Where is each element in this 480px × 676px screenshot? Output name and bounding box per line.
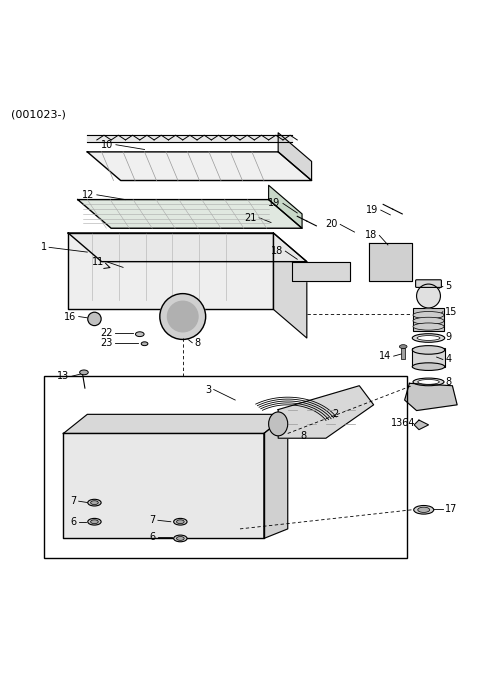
Text: 21: 21 [244,213,257,222]
Ellipse shape [417,335,440,341]
Polygon shape [414,420,429,430]
Text: 6: 6 [70,516,76,527]
Text: 6: 6 [149,533,156,542]
Circle shape [160,293,205,339]
Ellipse shape [135,332,144,337]
Polygon shape [63,433,264,538]
Text: 22: 22 [100,329,113,338]
Ellipse shape [413,323,444,330]
Polygon shape [369,243,412,281]
Text: 13: 13 [58,371,70,381]
Ellipse shape [269,412,288,436]
Text: 23: 23 [100,338,113,347]
Bar [412,349,445,366]
Polygon shape [405,383,457,410]
Text: 2: 2 [332,410,338,419]
Polygon shape [278,386,373,438]
Text: 11: 11 [92,257,104,266]
Text: 19: 19 [268,199,281,208]
Ellipse shape [80,370,88,375]
Text: 9: 9 [445,332,451,342]
Bar [44,376,407,558]
FancyBboxPatch shape [416,280,442,287]
Ellipse shape [418,507,430,512]
Bar [401,347,405,360]
Ellipse shape [412,334,445,342]
Text: 8: 8 [195,338,201,347]
Text: 18: 18 [365,231,377,241]
Polygon shape [87,135,292,143]
Text: (001023-): (001023-) [11,110,66,120]
Text: 7: 7 [70,496,76,506]
Circle shape [88,312,101,326]
Bar [413,308,444,331]
Circle shape [168,301,198,332]
Polygon shape [68,233,274,310]
Ellipse shape [91,501,98,504]
Ellipse shape [88,500,101,506]
Polygon shape [63,414,288,433]
Text: 17: 17 [445,504,457,514]
Text: 8: 8 [445,377,451,387]
Text: 19: 19 [366,205,378,215]
Polygon shape [78,199,302,228]
Ellipse shape [177,520,184,524]
Text: 10: 10 [101,140,114,149]
Ellipse shape [91,520,98,524]
Polygon shape [269,185,302,228]
Text: 1364: 1364 [391,418,415,428]
Ellipse shape [413,378,444,386]
Polygon shape [68,233,307,262]
Text: 7: 7 [149,515,156,525]
Polygon shape [264,414,288,538]
Ellipse shape [413,312,444,318]
Ellipse shape [177,537,184,540]
Text: 1: 1 [41,242,47,252]
Polygon shape [87,152,312,180]
Ellipse shape [399,345,407,349]
Text: 15: 15 [445,307,457,317]
Text: 14: 14 [379,351,391,361]
Ellipse shape [174,518,187,525]
Ellipse shape [418,379,439,384]
Text: 16: 16 [64,312,76,322]
Text: 3: 3 [205,385,211,395]
Text: 8: 8 [300,431,307,441]
Text: 4: 4 [445,354,451,364]
Ellipse shape [412,345,445,354]
Ellipse shape [174,535,187,541]
Text: 18: 18 [271,246,283,256]
Ellipse shape [88,518,101,525]
Text: 20: 20 [325,220,338,229]
Polygon shape [274,233,307,338]
Text: 12: 12 [82,190,95,200]
Ellipse shape [412,363,445,370]
Circle shape [417,284,441,308]
Ellipse shape [413,317,444,324]
Ellipse shape [141,342,148,345]
Text: 5: 5 [445,281,452,291]
Polygon shape [278,132,312,180]
Ellipse shape [414,506,434,514]
Polygon shape [292,262,350,281]
